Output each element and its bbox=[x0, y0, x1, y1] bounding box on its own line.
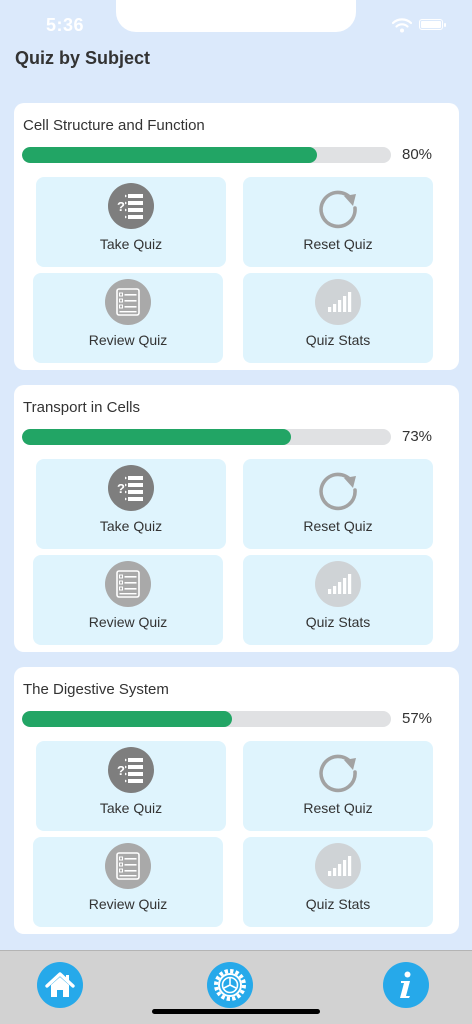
take-quiz-label: Take Quiz bbox=[99, 800, 163, 816]
progress-bar bbox=[22, 711, 391, 727]
svg-text:?: ? bbox=[117, 763, 125, 778]
page-title: Quiz by Subject bbox=[15, 48, 151, 68]
progress-label: 57% bbox=[402, 710, 433, 727]
battery-icon bbox=[419, 19, 446, 30]
home-icon bbox=[45, 972, 75, 997]
signal-bars-icon bbox=[315, 843, 361, 889]
review-list-icon bbox=[105, 843, 151, 889]
reset-arrow-icon bbox=[319, 190, 357, 229]
subject-card: Cell Structure and Function 80% ? Take Q… bbox=[14, 103, 459, 370]
quiz-stats-button[interactable]: Quiz Stats bbox=[243, 273, 433, 363]
progress-fill bbox=[22, 711, 233, 727]
subject-title: The Digestive System bbox=[23, 681, 169, 698]
tab-settings[interactable] bbox=[207, 962, 253, 1008]
subject-card: The Digestive System 57% ? Take Quiz Res… bbox=[14, 667, 459, 934]
take-quiz-button[interactable]: ? Take Quiz bbox=[36, 459, 226, 549]
review-quiz-label: Review Quiz bbox=[88, 332, 168, 348]
take-quiz-button[interactable]: ? Take Quiz bbox=[36, 177, 226, 267]
quiz-stats-label: Quiz Stats bbox=[305, 332, 371, 348]
quiz-stats-button[interactable]: Quiz Stats bbox=[243, 837, 433, 927]
progress-label: 80% bbox=[402, 146, 433, 163]
review-quiz-label: Review Quiz bbox=[88, 614, 168, 630]
svg-text:?: ? bbox=[117, 199, 125, 214]
quiz-stats-label: Quiz Stats bbox=[305, 614, 371, 630]
review-quiz-label: Review Quiz bbox=[88, 896, 168, 912]
signal-bars-icon bbox=[315, 279, 361, 325]
progress-fill bbox=[22, 429, 292, 445]
quiz-checklist-icon: ? bbox=[108, 465, 154, 511]
review-quiz-button[interactable]: Review Quiz bbox=[33, 837, 223, 927]
svg-text:?: ? bbox=[117, 481, 125, 496]
tab-home[interactable] bbox=[37, 962, 83, 1008]
quiz-stats-label: Quiz Stats bbox=[305, 896, 371, 912]
review-list-icon bbox=[105, 561, 151, 607]
progress-bar bbox=[22, 147, 391, 163]
reset-quiz-button[interactable]: Reset Quiz bbox=[243, 459, 433, 549]
take-quiz-button[interactable]: ? Take Quiz bbox=[36, 741, 226, 831]
signal-bars-icon bbox=[315, 561, 361, 607]
tab-info[interactable] bbox=[383, 962, 429, 1008]
home-indicator bbox=[152, 1009, 320, 1014]
reset-quiz-button[interactable]: Reset Quiz bbox=[243, 741, 433, 831]
quiz-checklist-icon: ? bbox=[108, 183, 154, 229]
reset-quiz-label: Reset Quiz bbox=[303, 800, 373, 816]
take-quiz-label: Take Quiz bbox=[99, 236, 163, 252]
review-quiz-button[interactable]: Review Quiz bbox=[33, 273, 223, 363]
device-notch bbox=[116, 0, 356, 32]
progress-label: 73% bbox=[402, 428, 433, 445]
subject-card: Transport in Cells 73% ? Take Quiz Reset… bbox=[14, 385, 459, 652]
reset-arrow-icon bbox=[319, 472, 357, 511]
reset-quiz-label: Reset Quiz bbox=[303, 236, 373, 252]
progress-fill bbox=[22, 147, 318, 163]
wifi-icon bbox=[392, 18, 412, 33]
reset-quiz-button[interactable]: Reset Quiz bbox=[243, 177, 433, 267]
status-time: 5:36 bbox=[46, 15, 85, 35]
subject-title: Transport in Cells bbox=[23, 399, 140, 416]
info-icon bbox=[400, 971, 411, 998]
reset-arrow-icon bbox=[319, 754, 357, 793]
quiz-checklist-icon: ? bbox=[108, 747, 154, 793]
gear-icon bbox=[214, 969, 246, 1001]
progress-bar bbox=[22, 429, 391, 445]
status-bar: 5:36 bbox=[0, 0, 472, 44]
review-quiz-button[interactable]: Review Quiz bbox=[33, 555, 223, 645]
review-list-icon bbox=[105, 279, 151, 325]
take-quiz-label: Take Quiz bbox=[99, 518, 163, 534]
reset-quiz-label: Reset Quiz bbox=[303, 518, 373, 534]
subject-title: Cell Structure and Function bbox=[23, 117, 205, 134]
quiz-stats-button[interactable]: Quiz Stats bbox=[243, 555, 433, 645]
